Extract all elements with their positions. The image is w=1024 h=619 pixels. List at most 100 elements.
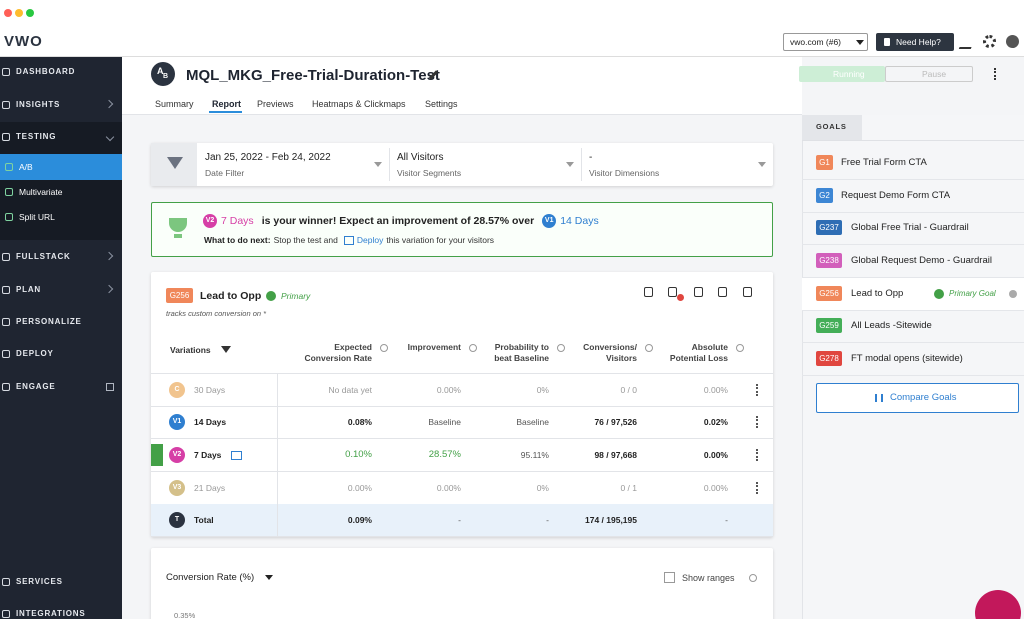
table-rule <box>151 471 773 472</box>
goal-badge-text: G1 <box>819 158 830 167</box>
profile-icon[interactable] <box>1006 35 1019 48</box>
compare-goals-label: Compare Goals <box>890 392 957 403</box>
report-tool-icon[interactable] <box>718 287 727 297</box>
running-button[interactable]: Running <box>799 66 885 82</box>
report-tool-icon[interactable] <box>668 287 677 297</box>
table-cell: 98 / 97,668 <box>594 450 637 460</box>
sidebar-item[interactable]: FULLSTACK <box>16 252 71 261</box>
tab[interactable]: Settings <box>425 99 458 109</box>
table-cell: No data yet <box>328 385 372 395</box>
variation-badge-text: V1 <box>172 418 182 425</box>
goal-name[interactable]: All Leads -Sitewide <box>851 320 932 331</box>
table-cell: 0.10% <box>345 449 372 460</box>
table-cell: - <box>458 515 461 525</box>
sidebar-item[interactable]: Split URL <box>19 212 55 222</box>
goal-name[interactable]: Request Demo Form CTA <box>841 190 951 201</box>
goal-rule <box>802 375 1024 376</box>
filter-caret <box>566 162 574 167</box>
next-end: this variation for your visitors <box>386 235 495 245</box>
primary-label: Primary <box>281 291 311 301</box>
filter-label: Visitor Dimensions <box>589 168 660 178</box>
column-header: Improvement <box>407 342 461 352</box>
column-header: Conversions/ Visitors <box>583 342 637 363</box>
sidebar-item[interactable]: TESTING <box>16 132 57 141</box>
report-tool-icon[interactable] <box>743 287 752 297</box>
filter-value[interactable]: All Visitors <box>397 152 444 163</box>
sidebar-item[interactable]: INSIGHTS <box>16 100 61 109</box>
table-cell: 0.00% <box>703 385 728 395</box>
info-icon <box>645 344 653 352</box>
help-label: Need Help? <box>896 37 941 47</box>
account-select[interactable]: vwo.com (#6) <box>783 33 868 51</box>
sidebar-item[interactable]: DASHBOARD <box>16 67 76 76</box>
table-cell: - <box>546 515 549 525</box>
column-header: Variations <box>170 345 211 355</box>
tab[interactable]: Summary <box>155 99 194 109</box>
sidebar-icon <box>2 610 10 618</box>
goal-name[interactable]: Free Trial Form CTA <box>841 157 927 168</box>
trophy-base <box>174 234 182 238</box>
goals-tab-label[interactable]: GOALS <box>816 122 847 131</box>
primary-check <box>266 291 276 301</box>
external-link-icon <box>106 383 114 391</box>
winner-line: V2 7 Days is your winner! Expect an improv… <box>203 214 599 228</box>
sidebar-item[interactable]: DEPLOY <box>16 349 54 358</box>
variation-badge: V2 <box>169 447 185 463</box>
variation-badge: V1 <box>169 414 185 430</box>
sidebar-item[interactable]: INTEGRATIONS <box>16 609 86 618</box>
table-cell: 0.00% <box>703 483 728 493</box>
row-menu[interactable] <box>756 416 761 428</box>
row-menu[interactable] <box>756 449 761 461</box>
table-cell: 0.00% <box>347 483 372 493</box>
preview-icon[interactable] <box>231 451 242 460</box>
funnel-icon <box>167 157 183 169</box>
info-icon <box>469 344 477 352</box>
report-tool-icon[interactable] <box>644 287 653 297</box>
sidebar-item[interactable]: PERSONALIZE <box>16 317 82 326</box>
info-icon <box>736 344 744 352</box>
primary-check <box>934 289 944 299</box>
variation-badge: C <box>169 382 185 398</box>
report-tool-icon[interactable] <box>694 287 703 297</box>
filter-value[interactable]: Jan 25, 2022 - Feb 24, 2022 <box>205 152 331 163</box>
tab[interactable]: Heatmaps & Clickmaps <box>312 99 406 109</box>
sidebar-item[interactable]: ENGAGE <box>16 382 56 391</box>
table-rule <box>151 406 773 407</box>
next-text: Stop the test and <box>273 235 338 245</box>
goal-name[interactable]: Lead to Opp <box>851 288 904 299</box>
sidebar-icon <box>5 163 13 171</box>
deploy-link[interactable]: Deploy <box>356 235 384 245</box>
goal-name[interactable]: FT modal opens (sitewide) <box>851 353 963 364</box>
window-dot <box>26 9 34 17</box>
show-ranges-checkbox[interactable] <box>664 572 675 583</box>
sidebar-item[interactable]: A/B <box>19 162 33 172</box>
sidebar-item[interactable]: SERVICES <box>16 577 63 586</box>
sidebar-icon <box>2 350 10 358</box>
tab[interactable]: Report <box>212 99 241 109</box>
filter-value[interactable]: - <box>589 152 593 163</box>
row-menu[interactable] <box>756 384 761 396</box>
sidebar-icon <box>2 133 10 141</box>
goal-badge-text: G278 <box>819 354 839 363</box>
report-card <box>151 272 773 537</box>
goal-name[interactable]: Global Request Demo - Guardrail <box>851 255 992 266</box>
pause-label: Pause <box>922 69 947 79</box>
info-icon <box>749 574 757 582</box>
variation-badge: V2 <box>203 214 217 228</box>
sidebar-item[interactable]: Multivariate <box>19 187 63 197</box>
column-header: Absolute Potential Loss <box>669 342 728 363</box>
goal-name[interactable]: Global Free Trial - Guardrail <box>851 222 969 233</box>
compare-goals-button[interactable]: Compare Goals <box>816 383 1019 413</box>
column-filter-icon <box>221 346 231 353</box>
tab[interactable]: Previews <box>257 99 294 109</box>
pause-button[interactable]: Pause <box>885 66 973 82</box>
row-menu[interactable] <box>756 482 761 494</box>
sidebar-item[interactable]: PLAN <box>16 285 41 294</box>
more-menu[interactable] <box>994 68 999 80</box>
help-button[interactable]: Need Help? <box>876 33 954 51</box>
table-cell: 0.02% <box>703 417 728 427</box>
chart-card <box>151 548 773 619</box>
chart-title[interactable]: Conversion Rate (%) <box>166 572 255 583</box>
settings-icon[interactable] <box>983 35 996 48</box>
